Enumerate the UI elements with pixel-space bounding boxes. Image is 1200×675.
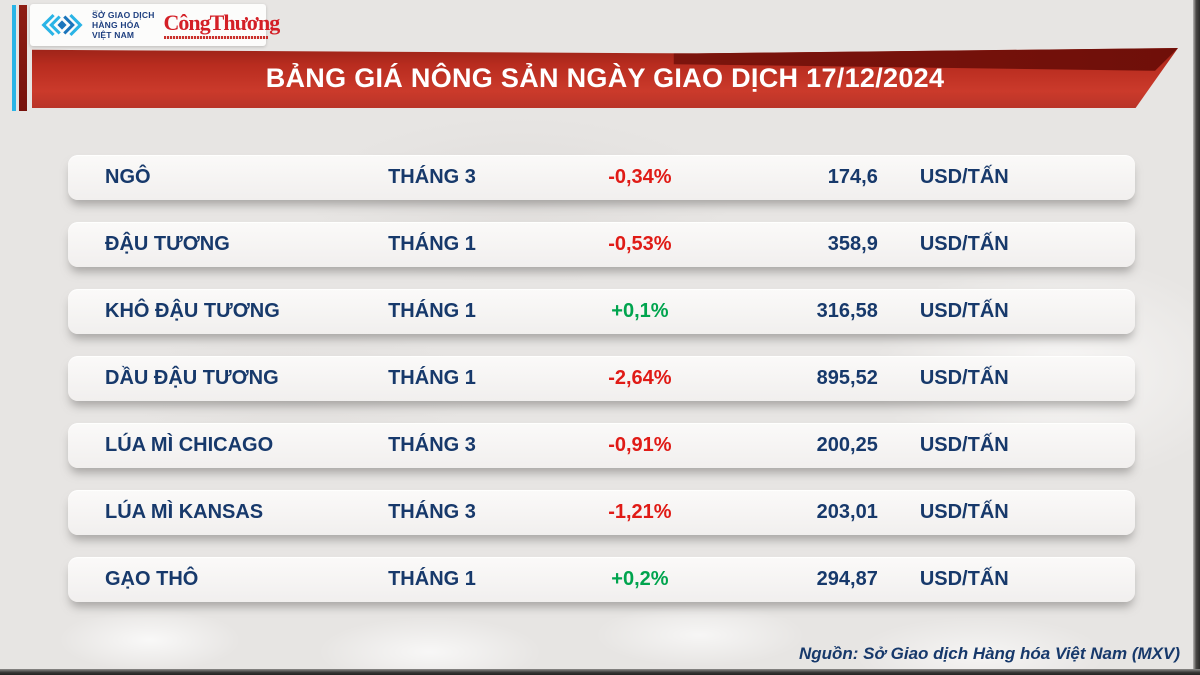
- price-value: 174,6: [827, 166, 878, 188]
- commodity-name: KHÔ ĐẬU TƯƠNG: [105, 300, 280, 322]
- table-row: NGÔ THÁNG 3 -0,34% 174,6 USD/TẤN: [68, 155, 1135, 200]
- commodity-name: LÚA MÌ CHICAGO: [105, 434, 274, 456]
- contract-month: THÁNG 3: [388, 434, 476, 456]
- mxv-logo-line: HÀNG HÓA: [92, 19, 140, 30]
- contract-month: THÁNG 1: [388, 300, 476, 322]
- table-row: LÚA MÌ KANSAS THÁNG 3 -1,21% 203,01 USD/…: [68, 490, 1135, 535]
- table-row: KHÔ ĐẬU TƯƠNG THÁNG 1 +0,1% 316,58 USD/T…: [68, 289, 1135, 334]
- commodity-name: LÚA MÌ KANSAS: [105, 501, 264, 523]
- screen-edge-bottom: [0, 669, 1200, 675]
- mxv-logo-text: SỞ GIAO DỊCH HÀNG HÓA VIỆT NAM: [92, 10, 155, 41]
- price-unit: USD/TẤN: [919, 501, 1009, 523]
- table-row: LÚA MÌ CHICAGO THÁNG 3 -0,91% 200,25 USD…: [68, 423, 1135, 468]
- price-unit: USD/TẤN: [919, 367, 1009, 389]
- contract-month: THÁNG 3: [388, 501, 476, 523]
- source-note: Nguồn: Sở Giao dịch Hàng hóa Việt Nam (M…: [798, 644, 1180, 663]
- price-unit: USD/TẤN: [919, 233, 1009, 255]
- screen-edge-right: [1193, 0, 1200, 675]
- commodity-name: ĐẬU TƯƠNG: [105, 233, 230, 255]
- change-percent: +0,1%: [611, 300, 669, 322]
- congthuong-logo: CôngThương: [163, 9, 281, 39]
- price-value: 895,52: [816, 367, 878, 389]
- price-unit: USD/TẤN: [919, 300, 1009, 322]
- price-unit: USD/TẤN: [919, 434, 1009, 456]
- contract-month: THÁNG 1: [388, 367, 476, 389]
- left-accent-stripe-cyan: [12, 5, 16, 111]
- price-value: 203,01: [816, 501, 878, 523]
- price-value: 294,87: [816, 568, 878, 590]
- table-row: ĐẬU TƯƠNG THÁNG 1 -0,53% 358,9 USD/TẤN: [68, 222, 1135, 267]
- price-value: 200,25: [816, 434, 878, 456]
- banner-shade-wedge: [673, 48, 1178, 71]
- logo-card: ™ SỞ GIAO DỊCH HÀNG HÓA VIỆT NAM CôngThư…: [30, 4, 280, 46]
- page-title: BẢNG GIÁ NÔNG SẢN NGÀY GIAO DỊCH 17/12/2…: [265, 62, 945, 93]
- price-value: 358,9: [827, 233, 878, 255]
- commodity-name: GẠO THÔ: [105, 568, 199, 590]
- contract-month: THÁNG 3: [388, 166, 476, 188]
- congthuong-wordmark: CôngThương: [163, 9, 281, 35]
- price-unit: USD/TẤN: [919, 568, 1009, 590]
- table-row: DẦU ĐẬU TƯƠNG THÁNG 1 -2,64% 895,52 USD/…: [68, 356, 1135, 401]
- price-value: 316,58: [816, 300, 878, 322]
- commodity-name: DẦU ĐẬU TƯƠNG: [105, 367, 279, 389]
- mxv-logo-icon: [41, 13, 83, 37]
- mxv-logo-line: VIỆT NAM: [92, 30, 135, 41]
- change-percent: -1,21%: [608, 501, 672, 523]
- change-percent: -0,91%: [608, 434, 672, 456]
- change-percent: -2,64%: [608, 367, 672, 389]
- change-percent: +0,2%: [611, 568, 669, 590]
- change-percent: -0,53%: [608, 233, 672, 255]
- title-banner: BẢNG GIÁ NÔNG SẢN NGÀY GIAO DỊCH 17/12/2…: [32, 48, 1178, 108]
- mxv-logo-line: SỞ GIAO DỊCH: [92, 9, 155, 20]
- price-table: NGÔ THÁNG 3 -0,34% 174,6 USD/TẤN ĐẬU TƯƠ…: [68, 155, 1135, 624]
- change-percent: -0,34%: [608, 166, 672, 188]
- price-unit: USD/TẤN: [919, 166, 1009, 188]
- trademark-symbol: ™: [92, 10, 98, 16]
- contract-month: THÁNG 1: [388, 568, 476, 590]
- congthuong-tagline-bar: [163, 35, 268, 39]
- commodity-name: NGÔ: [105, 166, 151, 188]
- table-row: GẠO THÔ THÁNG 1 +0,2% 294,87 USD/TẤN: [68, 557, 1135, 602]
- contract-month: THÁNG 1: [388, 233, 476, 255]
- left-accent-stripe-red: [19, 5, 27, 111]
